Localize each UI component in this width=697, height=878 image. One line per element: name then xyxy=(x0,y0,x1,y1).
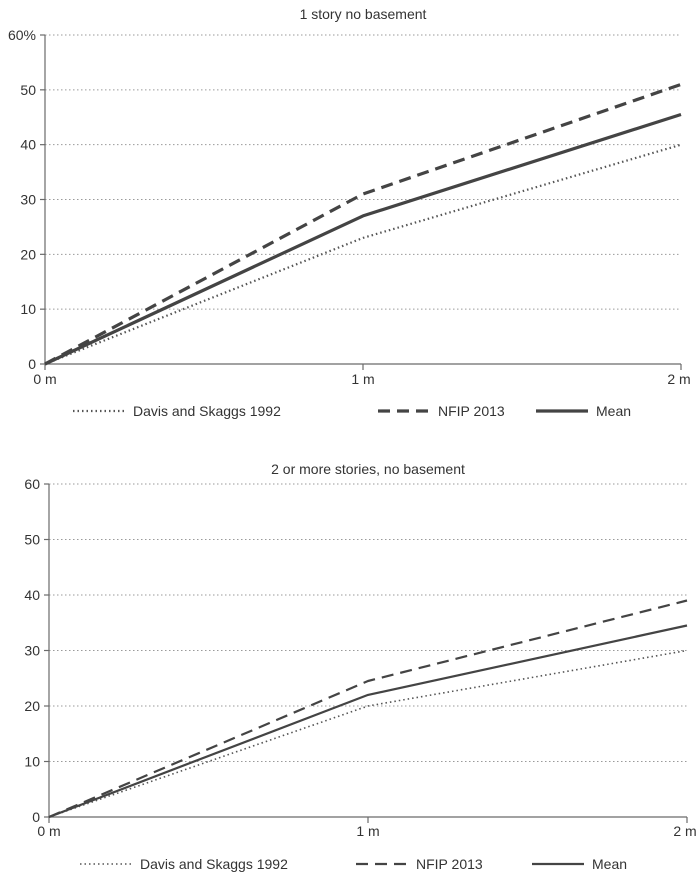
y-tick-label: 40 xyxy=(24,587,40,603)
series-line-solid xyxy=(44,112,682,366)
series-line-dashed xyxy=(48,599,688,819)
y-tick-label: 60% xyxy=(8,27,36,43)
chart-title: 2 or more stories, no basement xyxy=(271,461,465,477)
legend-label: Mean xyxy=(592,856,627,872)
y-tick-label: 0 xyxy=(32,809,40,825)
legend-label: NFIP 2013 xyxy=(438,403,505,419)
x-tick-label: 0 m xyxy=(33,371,56,387)
legend-label: Mean xyxy=(596,403,631,419)
legend-label: Davis and Skaggs 1992 xyxy=(140,856,288,872)
x-tick-label: 1 m xyxy=(356,823,379,839)
y-tick-label: 60 xyxy=(24,476,40,492)
series-line-solid xyxy=(48,624,688,819)
y-tick-label: 20 xyxy=(24,698,40,714)
y-tick-label: 30 xyxy=(24,643,40,659)
y-tick-label: 50 xyxy=(24,532,40,548)
x-tick-label: 1 m xyxy=(351,371,374,387)
y-tick-label: 40 xyxy=(20,137,36,153)
y-tick-label: 30 xyxy=(20,192,36,208)
series-line-dashed xyxy=(44,82,682,366)
chart-1-story-no-basement: 1 story no basement 0 10 20 30 40 50 60% 0 m 1 m… xyxy=(8,6,691,419)
x-tick-label: 2 m xyxy=(667,371,690,387)
y-tick-label: 0 xyxy=(28,356,36,372)
y-tick-label: 20 xyxy=(20,246,36,262)
series-line-dotted xyxy=(44,143,682,366)
y-tick-label: 50 xyxy=(20,82,36,98)
legend-label: NFIP 2013 xyxy=(416,856,483,872)
y-tick-label: 10 xyxy=(20,301,36,317)
chart-title: 1 story no basement xyxy=(300,6,427,22)
chart-2-or-more-stories: 2 or more stories, no basement 0 10 20 30 40… xyxy=(24,461,696,872)
legend-label: Davis and Skaggs 1992 xyxy=(133,403,281,419)
x-tick-label: 0 m xyxy=(37,823,60,839)
y-tick-label: 10 xyxy=(24,754,40,770)
series-line-dotted xyxy=(48,649,688,818)
x-tick-label: 2 m xyxy=(673,823,696,839)
